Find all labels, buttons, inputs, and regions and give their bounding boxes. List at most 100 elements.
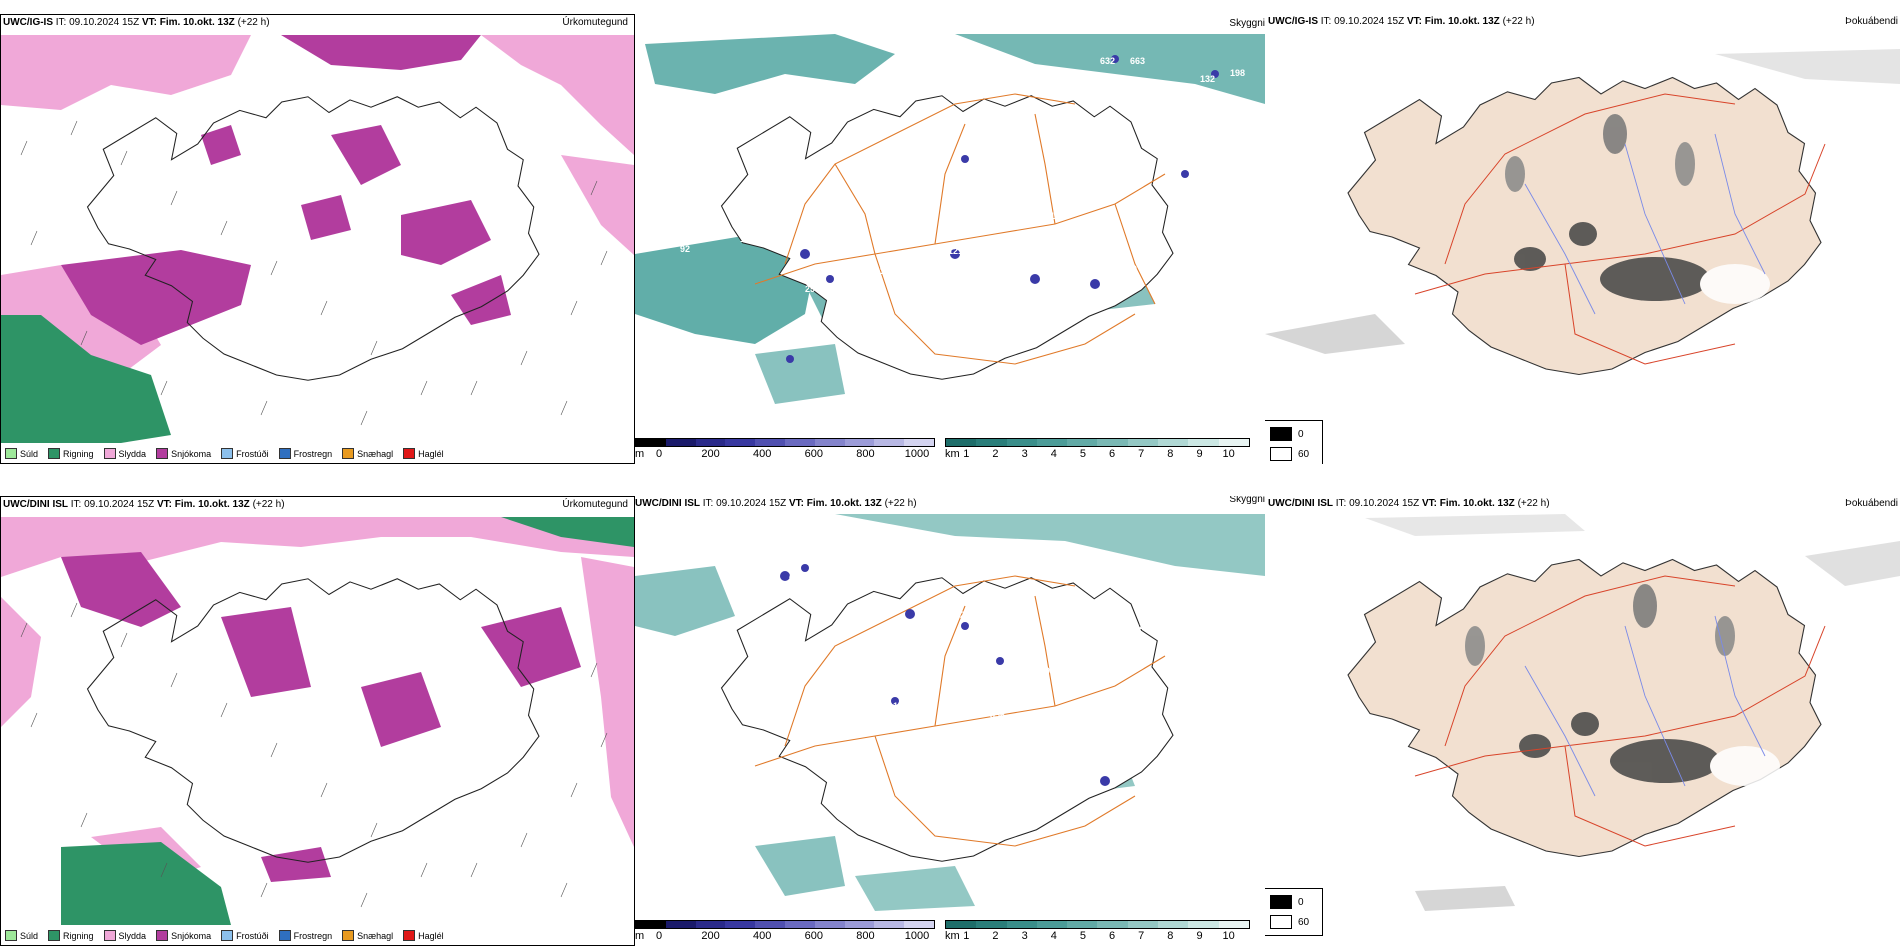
fog-key-bottom: 0 60 (1265, 888, 1323, 936)
legend-frostudi: Frostúði (221, 930, 269, 941)
scale-tick-label: 8 (1167, 930, 1174, 942)
vis-label: 356 (990, 710, 1005, 720)
legend-snjokoma: Snjókoma (156, 448, 211, 459)
panel-header: UWC/DINI ISL IT: 09.10.2024 15Z VT: Fim.… (635, 498, 917, 509)
scale-swatch (1036, 439, 1068, 446)
scale-swatch (874, 921, 905, 928)
scale-swatch (1006, 439, 1037, 446)
scale-swatch (1097, 439, 1128, 446)
scale-swatch (1218, 921, 1249, 928)
vis-label: 160 (1122, 264, 1137, 274)
visibility-map-bottom: 153 70 74 202 92 927 273 286 146 340 20 … (635, 514, 1265, 911)
vis-label: 20 (970, 196, 980, 206)
scale-swatch (844, 439, 875, 446)
scale-tick-label: 200 (701, 448, 720, 460)
legend-haglel: Haglél (403, 448, 444, 459)
legend-slydda: Slydda (103, 448, 146, 459)
scale-tick-label: 7 (1138, 448, 1145, 460)
scale-tick-label: 4 (1050, 930, 1057, 942)
vis-label: 632 (1100, 56, 1115, 66)
vis-label: 296 (805, 284, 820, 294)
scale-swatch (784, 439, 815, 446)
scale-swatch (904, 921, 934, 928)
legend-haglel: Haglél (403, 930, 444, 941)
scale-tick-label: 400 (753, 448, 772, 460)
vis-label: 165 (750, 344, 765, 354)
vis-label: 148 (1113, 244, 1128, 254)
vis-label: 117 (875, 266, 890, 276)
scale-tick-label: 5 (1079, 448, 1086, 460)
scale-swatch (1097, 921, 1128, 928)
scale-tick-label: 800 (856, 930, 875, 942)
scale-swatch (1158, 921, 1189, 928)
panel-header: UWC/IG-IS IT: 09.10.2024 15Z VT: Fim. 10… (3, 17, 270, 28)
scale-swatch (1067, 921, 1098, 928)
vis-label: 340 (1035, 666, 1050, 676)
scale-tick-label: 4 (1050, 448, 1057, 460)
legend-frostregn: Frostregn (278, 448, 332, 459)
scale-tick-label: 6 (1109, 448, 1116, 460)
fog-panel-bottom: UWC/DINI ISL IT: 09.10.2024 15Z VT: Fim.… (1265, 496, 1900, 946)
scale-swatch (665, 439, 696, 446)
scale-swatch (1036, 921, 1068, 928)
vis-label: 14 (830, 226, 840, 236)
legend-sudd: Súld (5, 448, 38, 459)
vis-label: 202 (930, 620, 945, 630)
legend-frostudi: Frostúði (221, 448, 269, 459)
precip-map-top (1, 33, 634, 443)
vis-label: 273 (1088, 603, 1103, 613)
scale-swatch (725, 921, 756, 928)
precip-title: Úrkomutegund (562, 17, 628, 28)
scale-tick-label: 0 (655, 930, 663, 942)
scale-tick-label: 600 (804, 448, 823, 460)
precip-title: Úrkomutegund (562, 499, 628, 510)
vis-label: 186 (853, 280, 868, 290)
scale-swatch (976, 439, 1007, 446)
scale-swatch (946, 921, 977, 928)
scale-swatch (695, 921, 726, 928)
scale-tick-label: 1000 (904, 930, 930, 942)
vis-label: 93 (1050, 718, 1060, 728)
scale-swatch (1006, 921, 1037, 928)
vis-label: 20 (950, 696, 960, 706)
cloud-base-scale-bottom: m 0 200 400 600 800 1000 (635, 920, 935, 943)
vis-label: 148 (1177, 144, 1192, 154)
visibility-panel-top: Skyggni 632 663 132 198 (635, 14, 1265, 464)
fog-title: Þokuábendi (1845, 16, 1898, 27)
scale-tick-label: 0 (655, 448, 663, 460)
vis-label: 198 (740, 234, 755, 244)
visibility-panel-bottom: UWC/DINI ISL IT: 09.10.2024 15Z VT: Fim.… (635, 496, 1265, 946)
fog-panel-top: UWC/IG-IS IT: 09.10.2024 15Z VT: Fim. 10… (1265, 14, 1900, 464)
vis-label: 286 (1139, 621, 1154, 631)
scale-tick-label: 1 (963, 448, 970, 460)
panel-header: UWC/DINI ISL IT: 09.10.2024 15Z VT: Fim.… (3, 499, 285, 510)
scale-tick-label: 3 (1021, 930, 1028, 942)
vis-label: 663 (1130, 56, 1145, 66)
scale-swatch (636, 921, 666, 928)
vis-label: 156 (1020, 264, 1035, 274)
legend-rigning: Rigning (48, 930, 94, 941)
legend-slydda: Slydda (103, 930, 146, 941)
vis-label: 70 (788, 570, 798, 580)
precip-legend: Súld Rigning Slydda Snjókoma Frostúði Fr… (5, 930, 444, 941)
scale-tick-label: 1 (963, 930, 970, 942)
visibility-scale-bottom: km 1 2 3 4 5 6 7 8 9 10 (945, 920, 1250, 943)
scale-swatch (1188, 921, 1219, 928)
scale-swatch (1158, 439, 1189, 446)
scale-swatch (814, 439, 845, 446)
vis-label: 92 (955, 610, 965, 620)
vis-label: 731 (790, 900, 805, 910)
vis-label: 173 (1200, 166, 1215, 176)
vis-label: 153 (765, 570, 780, 580)
cloud-base-scale-top: m 0 200 400 600 800 1000 (635, 438, 935, 461)
vis-label: 107 (875, 718, 890, 728)
precip-panel-top: UWC/IG-IS IT: 09.10.2024 15Z VT: Fim. 10… (0, 14, 635, 464)
scale-tick-label: 8 (1167, 448, 1174, 460)
scale-tick-label: 2 (992, 448, 999, 460)
visibility-map-top: 632 663 132 198 148 173 172 20 121 41 15… (635, 34, 1265, 404)
scale-tick-label: 9 (1196, 448, 1203, 460)
fog-map-top (1265, 49, 1900, 376)
vis-label: 198 (1230, 68, 1245, 78)
vis-label: 74 (815, 598, 825, 608)
visibility-title: Skyggni (1229, 496, 1265, 505)
